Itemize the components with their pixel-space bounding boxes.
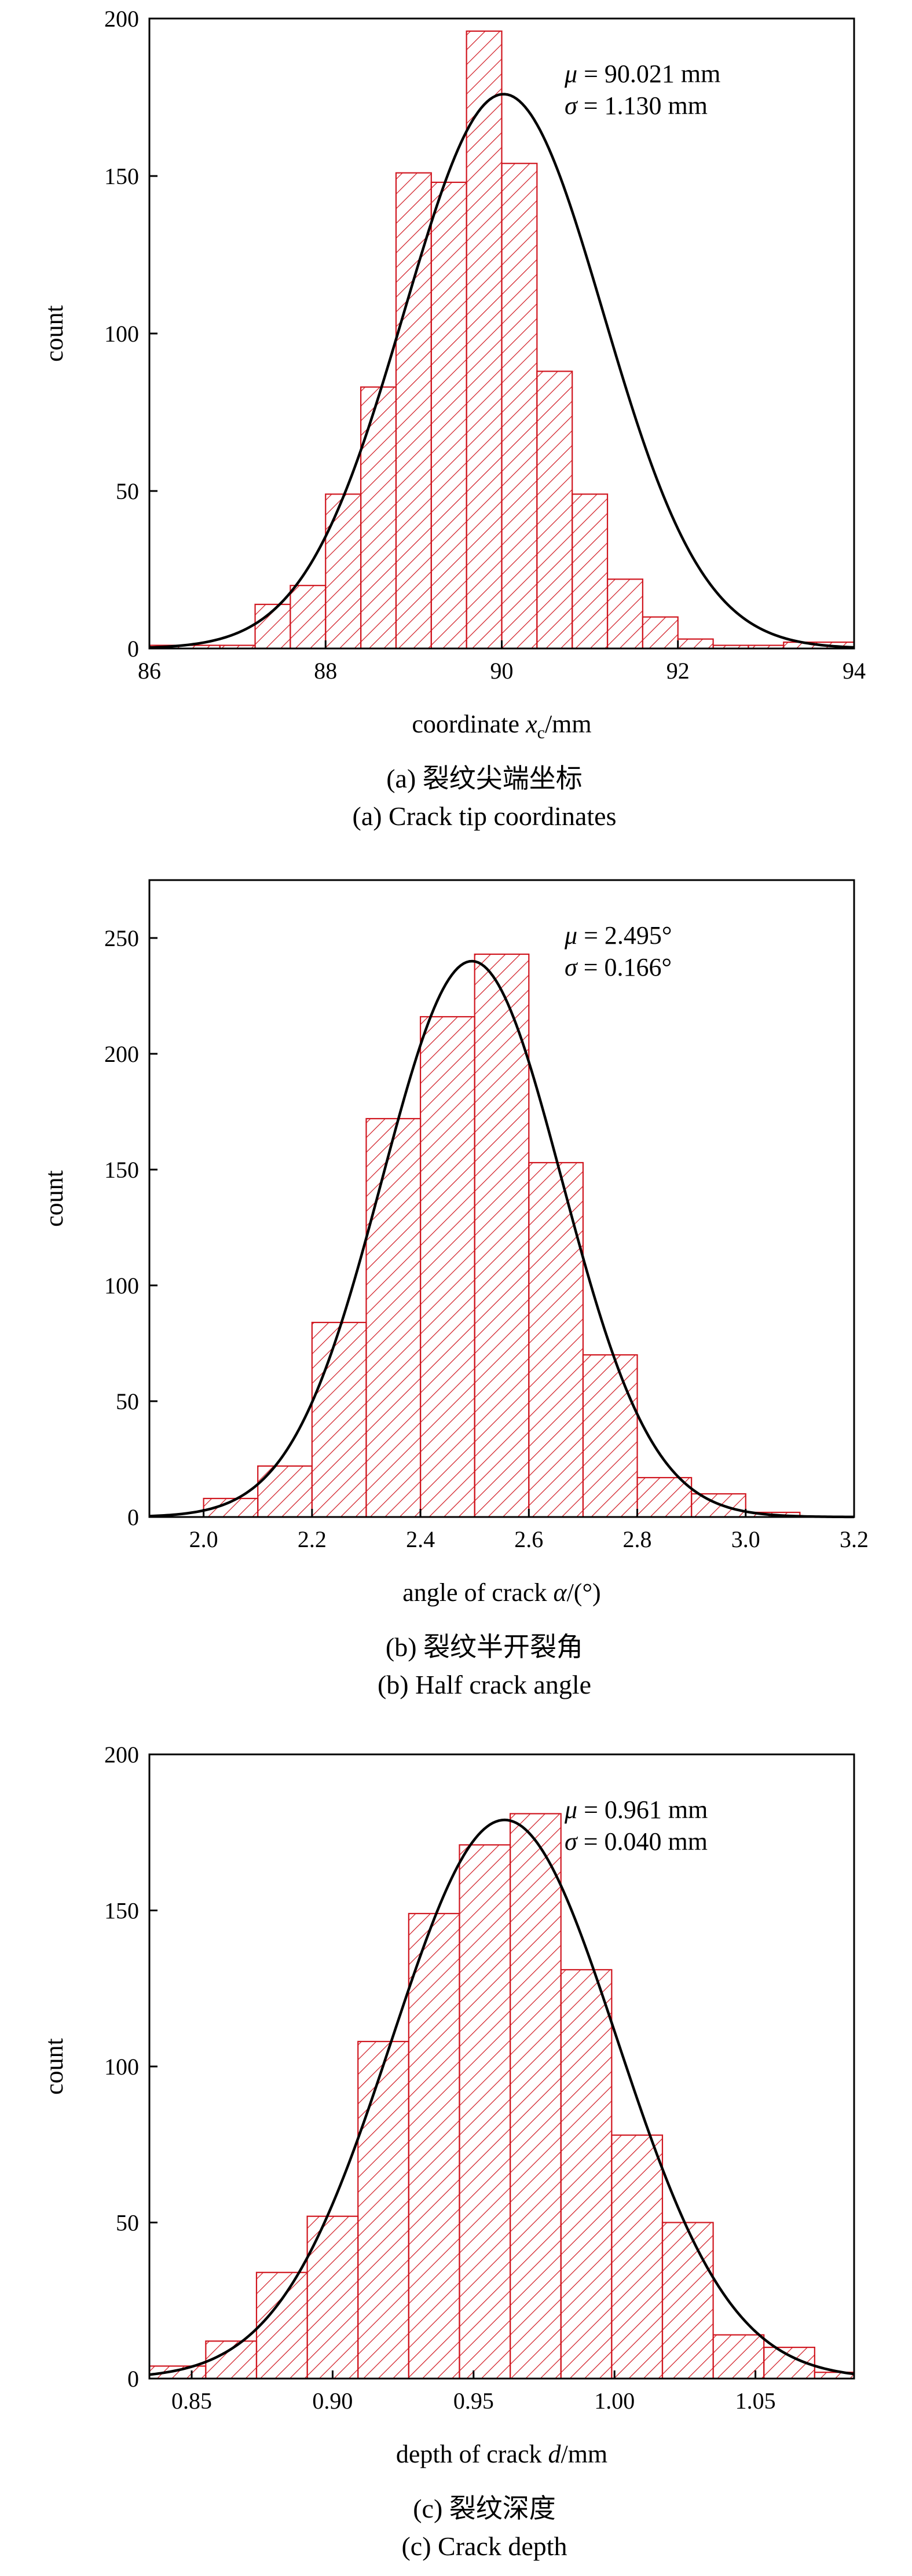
histogram-bar (536, 371, 573, 650)
y-tick-label: 0 (127, 1504, 139, 1530)
y-tick-label: 150 (104, 163, 139, 189)
x-axis-ticks: 0.85 0.90 0.95 1.00 1.05 (171, 2370, 776, 2414)
histogram-bar (290, 585, 327, 650)
caption-chinese: (c) 裂纹深度 (413, 2494, 556, 2523)
y-tick-label: 100 (104, 1273, 139, 1299)
panel-a: 86 88 90 92 94 0 50 100 150 200 μ = 90.021 mm σ … (40, 6, 866, 831)
histogram-bars (148, 1813, 855, 2380)
histogram-bar (205, 2340, 258, 2380)
normal-fit-curve (149, 959, 855, 1519)
x-tick-label: 2.8 (623, 1526, 652, 1552)
x-tick-label: 90 (490, 658, 514, 684)
sigma-annotation: σ = 0.040 mm (565, 1827, 708, 1856)
x-tick-label: 0.85 (171, 2388, 212, 2414)
x-tick-label: 86 (138, 658, 161, 684)
histogram-bar (360, 386, 397, 650)
histogram-bar (661, 2222, 714, 2380)
y-tick-label: 0 (127, 2366, 139, 2392)
y-tick-label: 150 (104, 1157, 139, 1183)
normal-fit-curve (149, 93, 855, 649)
x-tick-label: 2.6 (514, 1526, 543, 1552)
x-axis-label: depth of crack d/mm (396, 2440, 607, 2468)
y-tick-label: 200 (104, 6, 139, 32)
histogram-bar (257, 1465, 313, 1518)
caption-english: (b) Half crack angle (378, 1670, 591, 1699)
histogram-bar (677, 638, 714, 650)
x-tick-label: 88 (314, 658, 337, 684)
plot-frame (148, 879, 855, 1518)
histogram-bars (203, 953, 801, 1518)
sigma-annotation: σ = 1.130 mm (565, 91, 708, 120)
y-axis-ticks: 0 50 100 150 200 (104, 6, 158, 662)
x-tick-label: 2.2 (298, 1526, 327, 1552)
x-tick-label: 94 (843, 658, 866, 684)
y-tick-label: 50 (116, 2210, 139, 2236)
histogram-bar (691, 1493, 746, 1518)
caption-english: (c) Crack depth (401, 2531, 567, 2561)
histogram-bar (419, 1016, 475, 1518)
histogram-bar (325, 493, 362, 650)
histogram-bar (357, 2040, 409, 2380)
x-axis-label: angle of crack α/(°) (402, 1578, 600, 1607)
x-tick-label: 2.4 (406, 1526, 435, 1552)
histogram-bars (148, 30, 855, 650)
caption-chinese: (a) 裂纹尖端坐标 (386, 764, 583, 793)
histogram-bar (606, 578, 644, 650)
histogram-bar (611, 2134, 664, 2380)
x-tick-label: 0.90 (312, 2388, 353, 2414)
x-tick-label: 0.95 (453, 2388, 494, 2414)
mu-annotation: μ = 90.021 mm (564, 60, 720, 88)
y-tick-label: 50 (116, 478, 139, 504)
y-axis-label: count (40, 2038, 68, 2095)
x-tick-label: 3.2 (840, 1526, 869, 1552)
x-axis-ticks: 86 88 90 92 94 (138, 640, 866, 684)
histogram-bar (459, 1844, 511, 2380)
histogram-bar (255, 2271, 308, 2380)
y-axis-ticks: 0 50 100 150 200 (104, 1742, 158, 2392)
histogram-bar (582, 1354, 638, 1518)
panel-b: 2.0 2.2 2.4 2.6 2.8 3.0 3.2 0 50 100 150 200 250 μ … (40, 879, 869, 1699)
y-tick-label: 0 (127, 636, 139, 662)
x-tick-label: 1.00 (594, 2388, 635, 2414)
y-tick-label: 50 (116, 1388, 139, 1415)
y-tick-label: 150 (104, 1898, 139, 1924)
histogram-bar (311, 1321, 367, 1518)
histogram-bar (510, 1813, 562, 2380)
histogram-bar (365, 1117, 422, 1518)
y-axis-ticks: 0 50 100 150 200 250 (104, 925, 158, 1530)
x-tick-label: 92 (666, 658, 690, 684)
x-tick-label: 1.05 (735, 2388, 776, 2414)
y-tick-label: 200 (104, 1742, 139, 1768)
y-tick-label: 100 (104, 2054, 139, 2080)
y-tick-label: 250 (104, 925, 139, 951)
x-tick-label: 3.0 (731, 1526, 760, 1552)
sigma-annotation: σ = 0.166° (565, 953, 672, 981)
histogram-bar (430, 181, 467, 650)
histogram-bar (474, 953, 530, 1518)
histogram-bar (395, 172, 432, 650)
histogram-bar (501, 163, 538, 650)
mu-annotation: μ = 2.495° (564, 921, 672, 950)
y-axis-label: count (40, 1170, 68, 1227)
x-tick-label: 2.0 (189, 1526, 218, 1552)
histogram-bar (408, 1912, 460, 2380)
x-axis-ticks: 2.0 2.2 2.4 2.6 2.8 3.0 3.2 (189, 1509, 869, 1552)
histogram-bar (642, 616, 679, 650)
panel-c: 0.85 0.90 0.95 1.00 1.05 0 50 100 150 200 μ = 0.… (40, 1742, 855, 2561)
x-axis-label: coordinate xc/mm (412, 710, 591, 742)
histogram-bar (560, 1969, 613, 2380)
y-tick-label: 100 (104, 321, 139, 347)
histogram-bar (528, 1161, 584, 1518)
histogram-bar (572, 493, 609, 650)
caption-english: (a) Crack tip coordinates (353, 801, 617, 831)
y-axis-label: count (40, 305, 68, 362)
normal-fit-curve (149, 1818, 855, 2376)
caption-chinese: (b) 裂纹半开裂角 (386, 1632, 583, 1662)
mu-annotation: μ = 0.961 mm (564, 1795, 708, 1824)
y-tick-label: 200 (104, 1041, 139, 1067)
